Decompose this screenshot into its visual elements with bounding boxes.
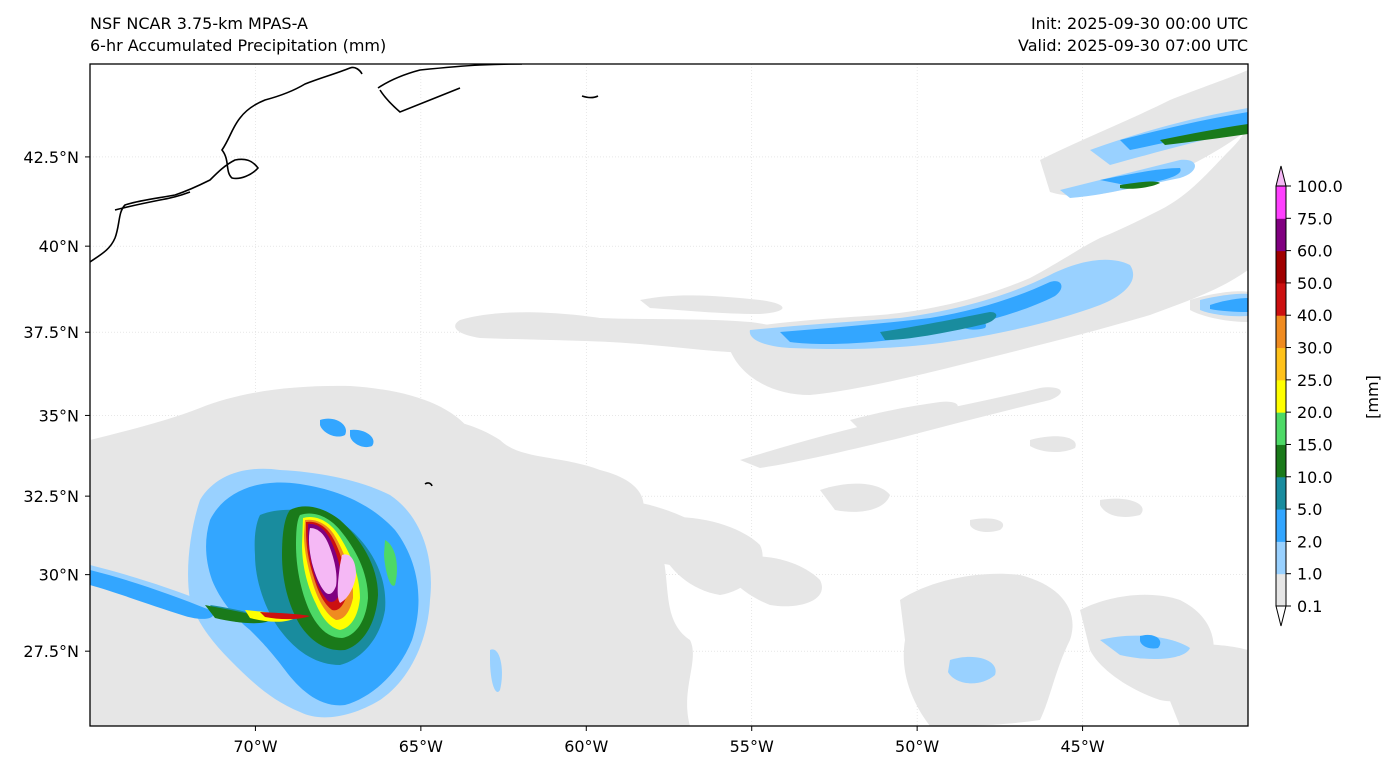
colorbar-tick-label: 2.0 <box>1297 532 1322 551</box>
colorbar-swatch <box>1276 347 1286 381</box>
init-time: Init: 2025-09-30 00:00 UTC <box>1030 14 1248 33</box>
longitude-axis: 70°W 65°W 60°W 55°W 50°W 45°W <box>233 726 1105 756</box>
colorbar-unit-label: [mm] <box>1363 375 1382 419</box>
colorbar-tick-label: 0.1 <box>1297 597 1322 616</box>
colorbar-swatch <box>1276 573 1286 607</box>
colorbar-swatch <box>1276 444 1286 478</box>
colorbar-swatch <box>1276 412 1286 445</box>
colorbar-tick-label: 40.0 <box>1297 306 1333 325</box>
lon-tick-label: 70°W <box>233 737 277 756</box>
lon-tick-label: 60°W <box>564 737 608 756</box>
colorbar-tick-label: 75.0 <box>1297 209 1333 228</box>
colorbar-swatch <box>1276 315 1286 349</box>
chart-title-right: Init: 2025-09-30 00:00 UTC Valid: 2025-0… <box>1018 13 1248 57</box>
lat-tick-label: 42.5°N <box>23 148 79 167</box>
colorbar-tick-label: 20.0 <box>1297 403 1333 422</box>
plot-frame <box>89 63 1249 727</box>
precip-100mm <box>308 528 356 603</box>
lat-tick-label: 35°N <box>39 406 79 425</box>
lat-tick-label: 30°N <box>39 566 79 585</box>
colorbar-swatch <box>1276 379 1286 413</box>
colorbar-extend-min <box>1275 605 1287 627</box>
colorbar-tick-label: 5.0 <box>1297 500 1322 519</box>
lat-tick-label: 27.5°N <box>23 642 79 661</box>
lon-tick-label: 55°W <box>730 737 774 756</box>
colorbar-swatch <box>1276 509 1286 542</box>
lon-tick-label: 50°W <box>895 737 939 756</box>
colorbar-tick-label: 50.0 <box>1297 274 1333 293</box>
colorbar-tick-label: 30.0 <box>1297 339 1333 358</box>
lon-tick-label: 45°W <box>1060 737 1104 756</box>
latitude-axis: 42.5°N 40°N 37.5°N 35°N 32.5°N 30°N 27.5°N <box>23 148 90 661</box>
colorbar-tick-label: 1.0 <box>1297 565 1322 584</box>
colorbar-swatch <box>1276 250 1286 284</box>
colorbar-tick-label: 15.0 <box>1297 435 1333 454</box>
lat-tick-label: 37.5°N <box>23 323 79 342</box>
lon-tick-label: 65°W <box>399 737 443 756</box>
colorbar-swatch <box>1276 282 1286 316</box>
colorbar-swatch <box>1276 541 1286 575</box>
model-name: NSF NCAR 3.75-km MPAS-A <box>90 14 308 33</box>
lat-tick-label: 32.5°N <box>23 487 79 506</box>
colorbar-swatch <box>1276 476 1286 510</box>
colorbar: 0.1 1.0 2.0 5.0 10.0 15.0 20.0 25.0 30.0 40.0 50.0… <box>1275 165 1343 627</box>
colorbar-swatch <box>1276 186 1286 219</box>
colorbar-tick-label: 10.0 <box>1297 468 1333 487</box>
colorbar-tick-label: 60.0 <box>1297 242 1333 261</box>
colorbar-frame <box>1275 185 1287 607</box>
field-name: 6-hr Accumulated Precipitation (mm) <box>90 36 387 55</box>
colorbar-tick-label: 25.0 <box>1297 371 1333 390</box>
valid-time: Valid: 2025-09-30 07:00 UTC <box>1017 36 1248 55</box>
colorbar-swatch <box>1276 218 1286 252</box>
lat-tick-label: 40°N <box>39 237 79 256</box>
chart-title-left: NSF NCAR 3.75-km MPAS-A 6-hr Accumulated… <box>90 13 386 57</box>
colorbar-extend-max <box>1275 165 1287 187</box>
precip-field <box>90 70 1248 726</box>
colorbar-tick-label: 100.0 <box>1297 177 1343 196</box>
